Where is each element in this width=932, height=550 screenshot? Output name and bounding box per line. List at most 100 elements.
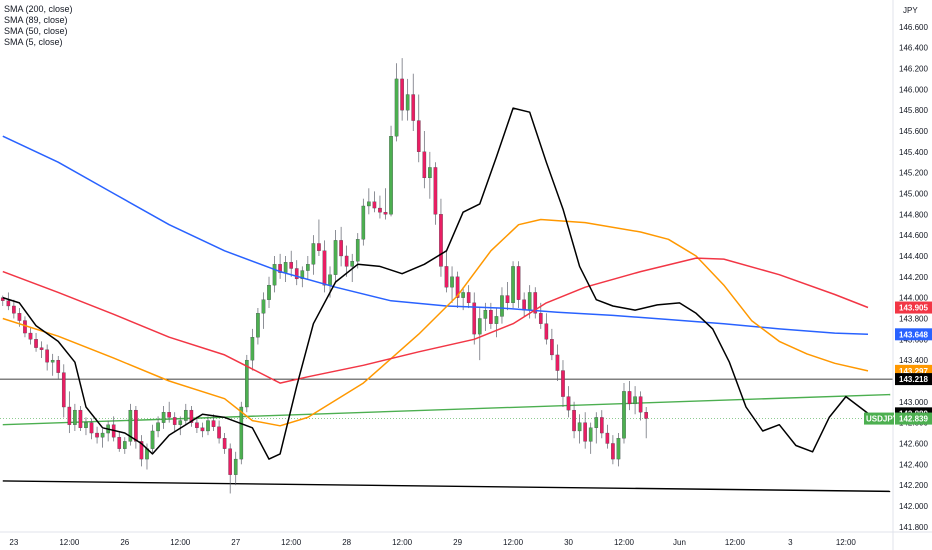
candle[interactable] <box>117 430 122 452</box>
candle[interactable] <box>333 229 338 283</box>
candle[interactable] <box>588 422 593 454</box>
candle[interactable] <box>278 253 282 279</box>
candle[interactable] <box>261 292 266 329</box>
candle[interactable] <box>139 435 144 467</box>
candle[interactable] <box>344 245 349 277</box>
candle[interactable] <box>206 416 210 436</box>
candle[interactable] <box>433 162 438 225</box>
candle[interactable] <box>500 287 504 324</box>
candle[interactable] <box>472 292 477 345</box>
trendline-rising[interactable] <box>2 393 891 426</box>
sma50-line[interactable] <box>2 257 869 384</box>
candle[interactable] <box>494 308 499 338</box>
candle[interactable] <box>134 405 138 449</box>
candle[interactable] <box>544 313 549 345</box>
candle[interactable] <box>627 380 632 411</box>
candle[interactable] <box>78 405 83 431</box>
candle[interactable] <box>56 355 61 379</box>
candle[interactable] <box>167 401 171 423</box>
candle[interactable] <box>555 344 560 381</box>
candle[interactable] <box>100 428 105 448</box>
candle[interactable] <box>616 433 621 467</box>
candle[interactable] <box>0 295 5 306</box>
legend-sma50[interactable]: SMA (50, close) <box>4 26 68 36</box>
candle[interactable] <box>516 261 521 309</box>
candle[interactable] <box>583 412 587 449</box>
candle[interactable] <box>367 188 371 215</box>
candle[interactable] <box>161 405 166 429</box>
sma5-line[interactable] <box>2 107 869 460</box>
candle[interactable] <box>211 414 216 431</box>
candle[interactable] <box>383 188 388 220</box>
candle[interactable] <box>122 437 127 454</box>
candle[interactable] <box>294 260 299 286</box>
candle[interactable] <box>233 451 238 486</box>
legend-sma200[interactable]: SMA (200, close) <box>4 4 73 14</box>
candle[interactable] <box>289 250 294 277</box>
candle[interactable] <box>561 360 565 408</box>
candle[interactable] <box>378 195 382 219</box>
candle[interactable] <box>306 255 310 279</box>
candle[interactable] <box>466 285 471 309</box>
candle[interactable] <box>577 414 582 444</box>
candle[interactable] <box>550 328 554 361</box>
candle[interactable] <box>23 316 27 338</box>
candle[interactable] <box>599 410 604 439</box>
candle[interactable] <box>12 299 16 319</box>
candle[interactable] <box>416 94 421 163</box>
candle[interactable] <box>61 364 66 418</box>
candle[interactable] <box>522 292 526 317</box>
candle[interactable] <box>439 198 443 277</box>
candle[interactable] <box>267 276 271 309</box>
candle[interactable] <box>183 403 188 425</box>
candle[interactable] <box>222 433 227 454</box>
candle[interactable] <box>6 292 11 311</box>
candle[interactable] <box>644 407 648 439</box>
candle[interactable] <box>339 226 343 267</box>
candle[interactable] <box>605 424 610 449</box>
candle[interactable] <box>611 435 615 465</box>
candle[interactable] <box>189 405 194 427</box>
candle[interactable] <box>389 125 393 217</box>
candle[interactable] <box>355 233 360 269</box>
candle[interactable] <box>89 418 94 440</box>
candle[interactable] <box>572 401 576 439</box>
candle[interactable] <box>633 386 637 415</box>
candle[interactable] <box>50 353 55 376</box>
candle[interactable] <box>317 219 321 256</box>
candle[interactable] <box>106 420 110 442</box>
candle[interactable] <box>405 78 410 121</box>
candle[interactable] <box>477 308 482 361</box>
candle[interactable] <box>73 403 77 431</box>
candle[interactable] <box>622 383 626 444</box>
candle[interactable] <box>594 412 599 444</box>
candle[interactable] <box>511 261 515 309</box>
sma89-line[interactable] <box>2 218 869 427</box>
candle[interactable] <box>638 391 643 421</box>
candle[interactable] <box>245 354 249 413</box>
candle[interactable] <box>361 198 366 246</box>
candle[interactable] <box>195 416 199 434</box>
candle[interactable] <box>172 412 177 431</box>
candle[interactable] <box>566 386 571 418</box>
candle[interactable] <box>489 302 493 329</box>
candle[interactable] <box>200 422 205 438</box>
trendline-support[interactable] <box>2 480 891 493</box>
candle[interactable] <box>300 266 305 288</box>
time-axis[interactable]: 23 12:00 26 12:00 27 12:00 28 12:00 29 12:00 30 12:… <box>0 531 932 547</box>
legend-sma5[interactable]: SMA (5, close) <box>4 37 63 47</box>
candle[interactable] <box>533 287 538 319</box>
candle[interactable] <box>28 326 33 345</box>
candle[interactable] <box>422 130 427 189</box>
candle[interactable] <box>128 403 133 446</box>
candle[interactable] <box>39 341 44 359</box>
candle[interactable] <box>311 235 316 275</box>
candle[interactable] <box>400 58 404 121</box>
candle[interactable] <box>178 416 183 436</box>
candle[interactable] <box>450 266 454 303</box>
candle[interactable] <box>95 426 99 444</box>
candle[interactable] <box>372 191 377 213</box>
candle[interactable] <box>228 443 232 494</box>
candle[interactable] <box>256 308 260 345</box>
